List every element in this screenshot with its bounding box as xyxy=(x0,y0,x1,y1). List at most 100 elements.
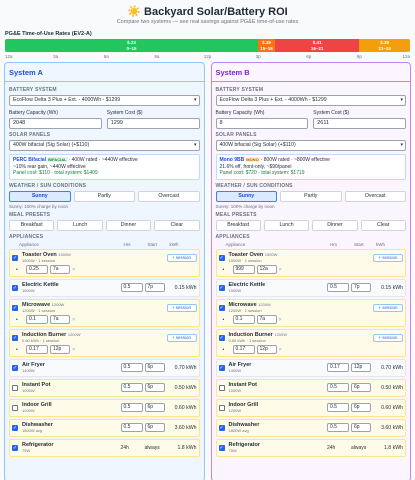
solar-select[interactable]: 400W bifacial (Sig Solar) (+$110) xyxy=(215,140,406,151)
meal-button[interactable]: Breakfast xyxy=(9,219,55,231)
hours[interactable]: 0.5 xyxy=(120,423,143,432)
start-select[interactable]: 12a xyxy=(256,265,277,274)
watts: 75W xyxy=(22,448,31,453)
checkbox[interactable]: ✓ xyxy=(12,424,18,431)
start[interactable]: 6p xyxy=(144,403,165,412)
appliance-row: ✓ Refrigerator 75W 24h always 1.8 kWh xyxy=(9,438,200,457)
start[interactable]: 6p xyxy=(351,383,371,392)
hours[interactable]: 0.17 xyxy=(327,363,349,372)
start-select[interactable]: 7a xyxy=(50,265,70,274)
checkbox[interactable]: ✓ xyxy=(12,254,18,261)
remove[interactable]: × xyxy=(72,316,76,323)
weather-button[interactable]: Overcast xyxy=(138,190,200,202)
meal-button[interactable]: Lunch xyxy=(263,219,310,231)
remove[interactable]: × xyxy=(278,316,282,323)
weather-button[interactable]: Overcast xyxy=(344,190,406,202)
start[interactable]: 6p xyxy=(144,363,165,372)
weather-button[interactable]: Sunny xyxy=(9,190,71,202)
checkbox[interactable] xyxy=(218,404,225,411)
remove[interactable]: × xyxy=(278,346,282,353)
hours[interactable]: 0.5 xyxy=(327,383,349,392)
battery-select[interactable]: EcoFlow Delta 3 Plus + Ext. - 4000Wh - $… xyxy=(215,95,406,106)
checkbox[interactable]: ✓ xyxy=(12,334,18,341)
add-session[interactable]: + session xyxy=(166,303,197,312)
remove[interactable]: × xyxy=(278,266,282,273)
add-session[interactable]: + session xyxy=(373,303,403,312)
checkbox[interactable]: ✓ xyxy=(12,284,18,291)
capacity-input[interactable]: 8 xyxy=(215,118,309,129)
checkbox[interactable]: ✓ xyxy=(218,284,225,291)
hours[interactable]: 0.5 xyxy=(120,383,143,392)
start-select[interactable]: 12p xyxy=(50,345,70,354)
panel-name: Mono 9BB xyxy=(219,157,245,163)
start[interactable]: 6p xyxy=(351,403,371,412)
add-session[interactable]: + session xyxy=(373,333,403,342)
battery-select[interactable]: EcoFlow Delta 3 Plus + Ext. - 4000Wh - $… xyxy=(9,95,200,106)
start[interactable]: 6p xyxy=(144,423,165,432)
checkbox[interactable]: ✓ xyxy=(12,444,18,451)
add-session[interactable]: + session xyxy=(166,253,197,262)
checkbox[interactable]: ✓ xyxy=(218,334,225,341)
capacity-input[interactable]: 2048 xyxy=(9,118,102,129)
hours[interactable]: 0.5 xyxy=(120,403,143,412)
remove[interactable]: × xyxy=(72,346,76,353)
meal-button[interactable]: Lunch xyxy=(57,219,103,231)
checkbox[interactable]: ✓ xyxy=(218,254,225,261)
appliance-name: Electric Kettle 1500W xyxy=(229,282,328,293)
start-select[interactable]: 7a xyxy=(256,315,277,324)
checkbox[interactable]: ✓ xyxy=(218,424,225,431)
remove[interactable]: × xyxy=(72,266,76,273)
add-session[interactable]: + session xyxy=(373,253,403,262)
session-line: • 0.1 7a × xyxy=(219,315,404,325)
appliance-name: Air Fryer 1400W xyxy=(229,362,328,373)
checkbox[interactable]: ✓ xyxy=(218,444,225,451)
add-session[interactable]: + session xyxy=(166,333,197,342)
checkbox[interactable]: ✓ xyxy=(218,364,225,371)
section-label: APPLIANCES xyxy=(9,233,44,240)
start[interactable]: 7p xyxy=(144,283,165,292)
meal-button[interactable]: Dinner xyxy=(312,219,358,231)
checkbox[interactable] xyxy=(12,404,18,411)
start[interactable]: 12p xyxy=(351,363,371,372)
hours[interactable]: 0.5 xyxy=(120,283,143,292)
start-select[interactable]: 12p xyxy=(256,345,277,354)
hours-input[interactable]: 0.17 xyxy=(26,345,48,354)
checkbox[interactable]: ✓ xyxy=(12,364,18,371)
tick-label: 6a xyxy=(103,54,109,59)
hours[interactable]: 0.5 xyxy=(327,283,349,292)
kwh: 0.15 kWh xyxy=(174,284,197,291)
appliance-line: ✓ Induction Burner 1200W 0.60 kWh · 1 sess… xyxy=(12,331,197,345)
hours[interactable]: 0.5 xyxy=(120,363,143,372)
cost-input[interactable]: 2611 xyxy=(313,118,406,129)
hours-input[interactable]: 0.1 xyxy=(26,315,48,324)
checkbox[interactable]: ✓ xyxy=(12,304,18,311)
hours[interactable]: 0.5 xyxy=(327,403,349,412)
hours[interactable]: 0.5 xyxy=(327,423,349,432)
cost-input[interactable]: 1299 xyxy=(106,118,200,129)
start[interactable]: 7p xyxy=(351,283,371,292)
field-label: System Cost ($) xyxy=(106,110,143,116)
hours-input[interactable]: 0.25 xyxy=(26,265,48,274)
appliance-name: Indoor Grill 1200W xyxy=(22,402,121,413)
weather-button[interactable]: Partly xyxy=(73,190,135,202)
meal-button[interactable]: Clear xyxy=(154,219,200,231)
appliance-row: ✓ Air Fryer 1400W 0.5 6p 0.70 kWh xyxy=(9,358,200,377)
info-line: Mono 9BB MONO · 800W rated · ~800W effecti… xyxy=(220,157,403,164)
session-line: • 0.1 7a × xyxy=(12,315,197,325)
meal-button[interactable]: Breakfast xyxy=(215,219,261,231)
checkbox[interactable] xyxy=(218,384,225,391)
column: Appliance xyxy=(19,241,39,247)
hours-input[interactable]: 0.17 xyxy=(232,345,255,354)
start[interactable]: 6p xyxy=(144,383,165,392)
weather-button[interactable]: Sunny xyxy=(215,190,277,202)
meal-button[interactable]: Clear xyxy=(360,219,406,231)
start-select[interactable]: 7a xyxy=(50,315,70,324)
start[interactable]: 6p xyxy=(351,423,371,432)
solar-select[interactable]: 400W bifacial (Sig Solar) (+$110) xyxy=(9,140,200,151)
meal-button[interactable]: Dinner xyxy=(105,219,152,231)
checkbox[interactable]: ✓ xyxy=(218,304,225,311)
checkbox[interactable] xyxy=(12,384,18,391)
hours-input[interactable]: 0.1 xyxy=(232,315,255,324)
hours-input[interactable]: 999 xyxy=(232,265,255,274)
weather-button[interactable]: Partly xyxy=(280,190,342,202)
